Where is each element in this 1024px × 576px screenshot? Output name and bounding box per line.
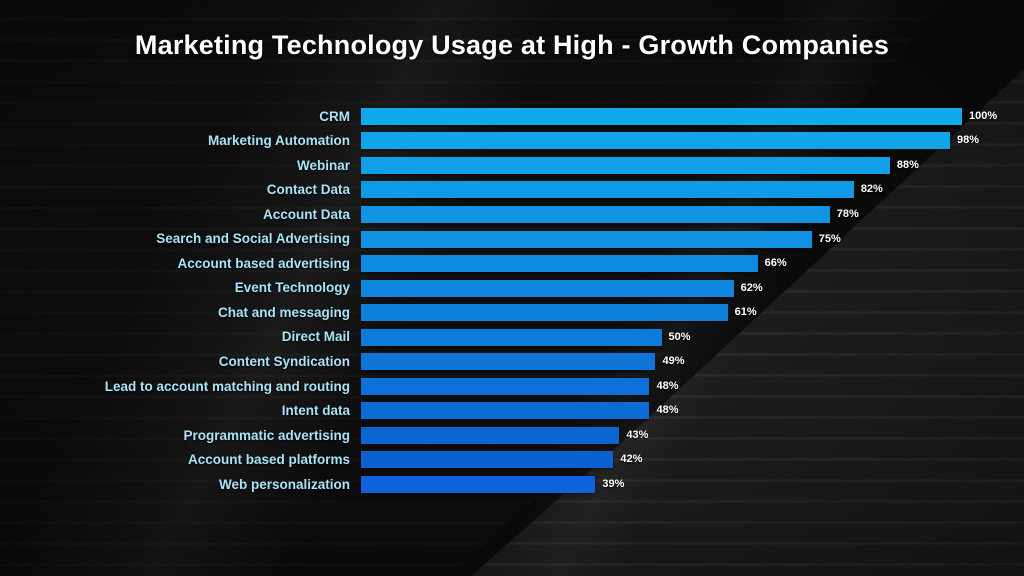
bar-value-label: 78% xyxy=(836,207,859,220)
bar-category-label: Account Data xyxy=(262,206,350,222)
bar xyxy=(361,255,758,273)
bar-row: Programmatic advertising 43% xyxy=(0,423,1024,448)
bar-row: CRM 100% xyxy=(0,104,1024,129)
bar-track: 78% xyxy=(361,202,1024,227)
bar-track: 48% xyxy=(361,399,1024,424)
bar-category-label: Web personalization xyxy=(218,476,350,492)
bar-row: Account Data 78% xyxy=(0,202,1024,227)
bar-track: 66% xyxy=(361,251,1024,276)
bar-chart-plot: CRM 100% Marketing Automation 98% Webinar 88%… xyxy=(0,104,1024,497)
bar-value-label: 48% xyxy=(656,379,679,392)
bar-track: 42% xyxy=(361,448,1024,473)
bar xyxy=(361,107,962,125)
bar-value-label: 82% xyxy=(860,183,883,196)
bar-category-label: Direct Mail xyxy=(281,329,350,345)
bar-track: 75% xyxy=(361,227,1024,252)
bar-category-label: Contact Data xyxy=(266,182,350,198)
bar-row: Event Technology 62% xyxy=(0,276,1024,301)
bar-track: 39% xyxy=(361,472,1024,497)
bar-category-label: Programmatic advertising xyxy=(183,427,350,443)
bar-value-label: 43% xyxy=(626,428,649,441)
bar xyxy=(361,132,950,150)
bar xyxy=(361,156,890,174)
bar-row: Account based platforms 42% xyxy=(0,448,1024,473)
bar-category-label: Webinar xyxy=(296,157,350,173)
bar xyxy=(361,328,662,346)
bar-category-label: Event Technology xyxy=(234,280,350,296)
chart-title: Marketing Technology Usage at High - Gro… xyxy=(134,30,890,60)
bar-value-label: 62% xyxy=(740,281,763,294)
bar xyxy=(361,377,650,395)
bar-track: 100% xyxy=(361,104,1024,129)
bar-track: 61% xyxy=(361,300,1024,325)
bar-track: 50% xyxy=(361,325,1024,350)
bar-value-label: 50% xyxy=(668,330,691,343)
bar-category-label: Intent data xyxy=(281,403,350,419)
bar-value-label: 39% xyxy=(602,477,625,490)
bar-row: Content Syndication 49% xyxy=(0,349,1024,374)
bar-row: Account based advertising 66% xyxy=(0,251,1024,276)
bar-track: 62% xyxy=(361,276,1024,301)
bar-category-label: Chat and messaging xyxy=(217,304,350,320)
bar-category-label: CRM xyxy=(319,108,350,124)
bar xyxy=(361,353,656,371)
bar-value-label: 88% xyxy=(896,158,919,171)
bar-category-label: Marketing Automation xyxy=(207,133,350,149)
bar-row: Lead to account matching and routing 48% xyxy=(0,374,1024,399)
bar xyxy=(361,230,812,248)
bar xyxy=(361,451,614,469)
bar-row: Web personalization 39% xyxy=(0,472,1024,497)
bar-category-label: Search and Social Advertising xyxy=(156,231,350,247)
bar-track: 49% xyxy=(361,349,1024,374)
bar-value-label: 49% xyxy=(662,355,685,368)
bar xyxy=(361,402,650,420)
bar-value-label: 75% xyxy=(818,232,841,245)
bar-track: 98% xyxy=(361,129,1024,154)
bar-row: Webinar 88% xyxy=(0,153,1024,178)
bar-value-label: 48% xyxy=(656,404,679,417)
bar-value-label: 42% xyxy=(620,453,643,466)
bar-row: Chat and messaging 61% xyxy=(0,300,1024,325)
bar-value-label: 66% xyxy=(764,257,787,270)
bar-value-label: 98% xyxy=(956,134,979,147)
bar-category-label: Account based platforms xyxy=(187,452,350,468)
bar-track: 82% xyxy=(361,178,1024,203)
bar xyxy=(361,304,728,322)
bar xyxy=(361,475,596,493)
bar-value-label: 100% xyxy=(969,109,998,122)
bar-track: 43% xyxy=(361,423,1024,448)
bar-row: Contact Data 82% xyxy=(0,178,1024,203)
bar xyxy=(361,426,620,444)
bar-track: 48% xyxy=(361,374,1024,399)
bar-row: Marketing Automation 98% xyxy=(0,129,1024,154)
bar-row: Search and Social Advertising 75% xyxy=(0,227,1024,252)
bar xyxy=(361,279,734,297)
bar-row: Intent data 48% xyxy=(0,399,1024,424)
bar-row: Direct Mail 50% xyxy=(0,325,1024,350)
bar xyxy=(361,181,854,199)
bar-value-label: 61% xyxy=(734,306,757,319)
bar-category-label: Content Syndication xyxy=(218,353,350,369)
bar-category-label: Account based advertising xyxy=(177,255,350,271)
bar-track: 88% xyxy=(361,153,1024,178)
bar xyxy=(361,205,830,223)
bar-category-label: Lead to account matching and routing xyxy=(104,378,350,394)
